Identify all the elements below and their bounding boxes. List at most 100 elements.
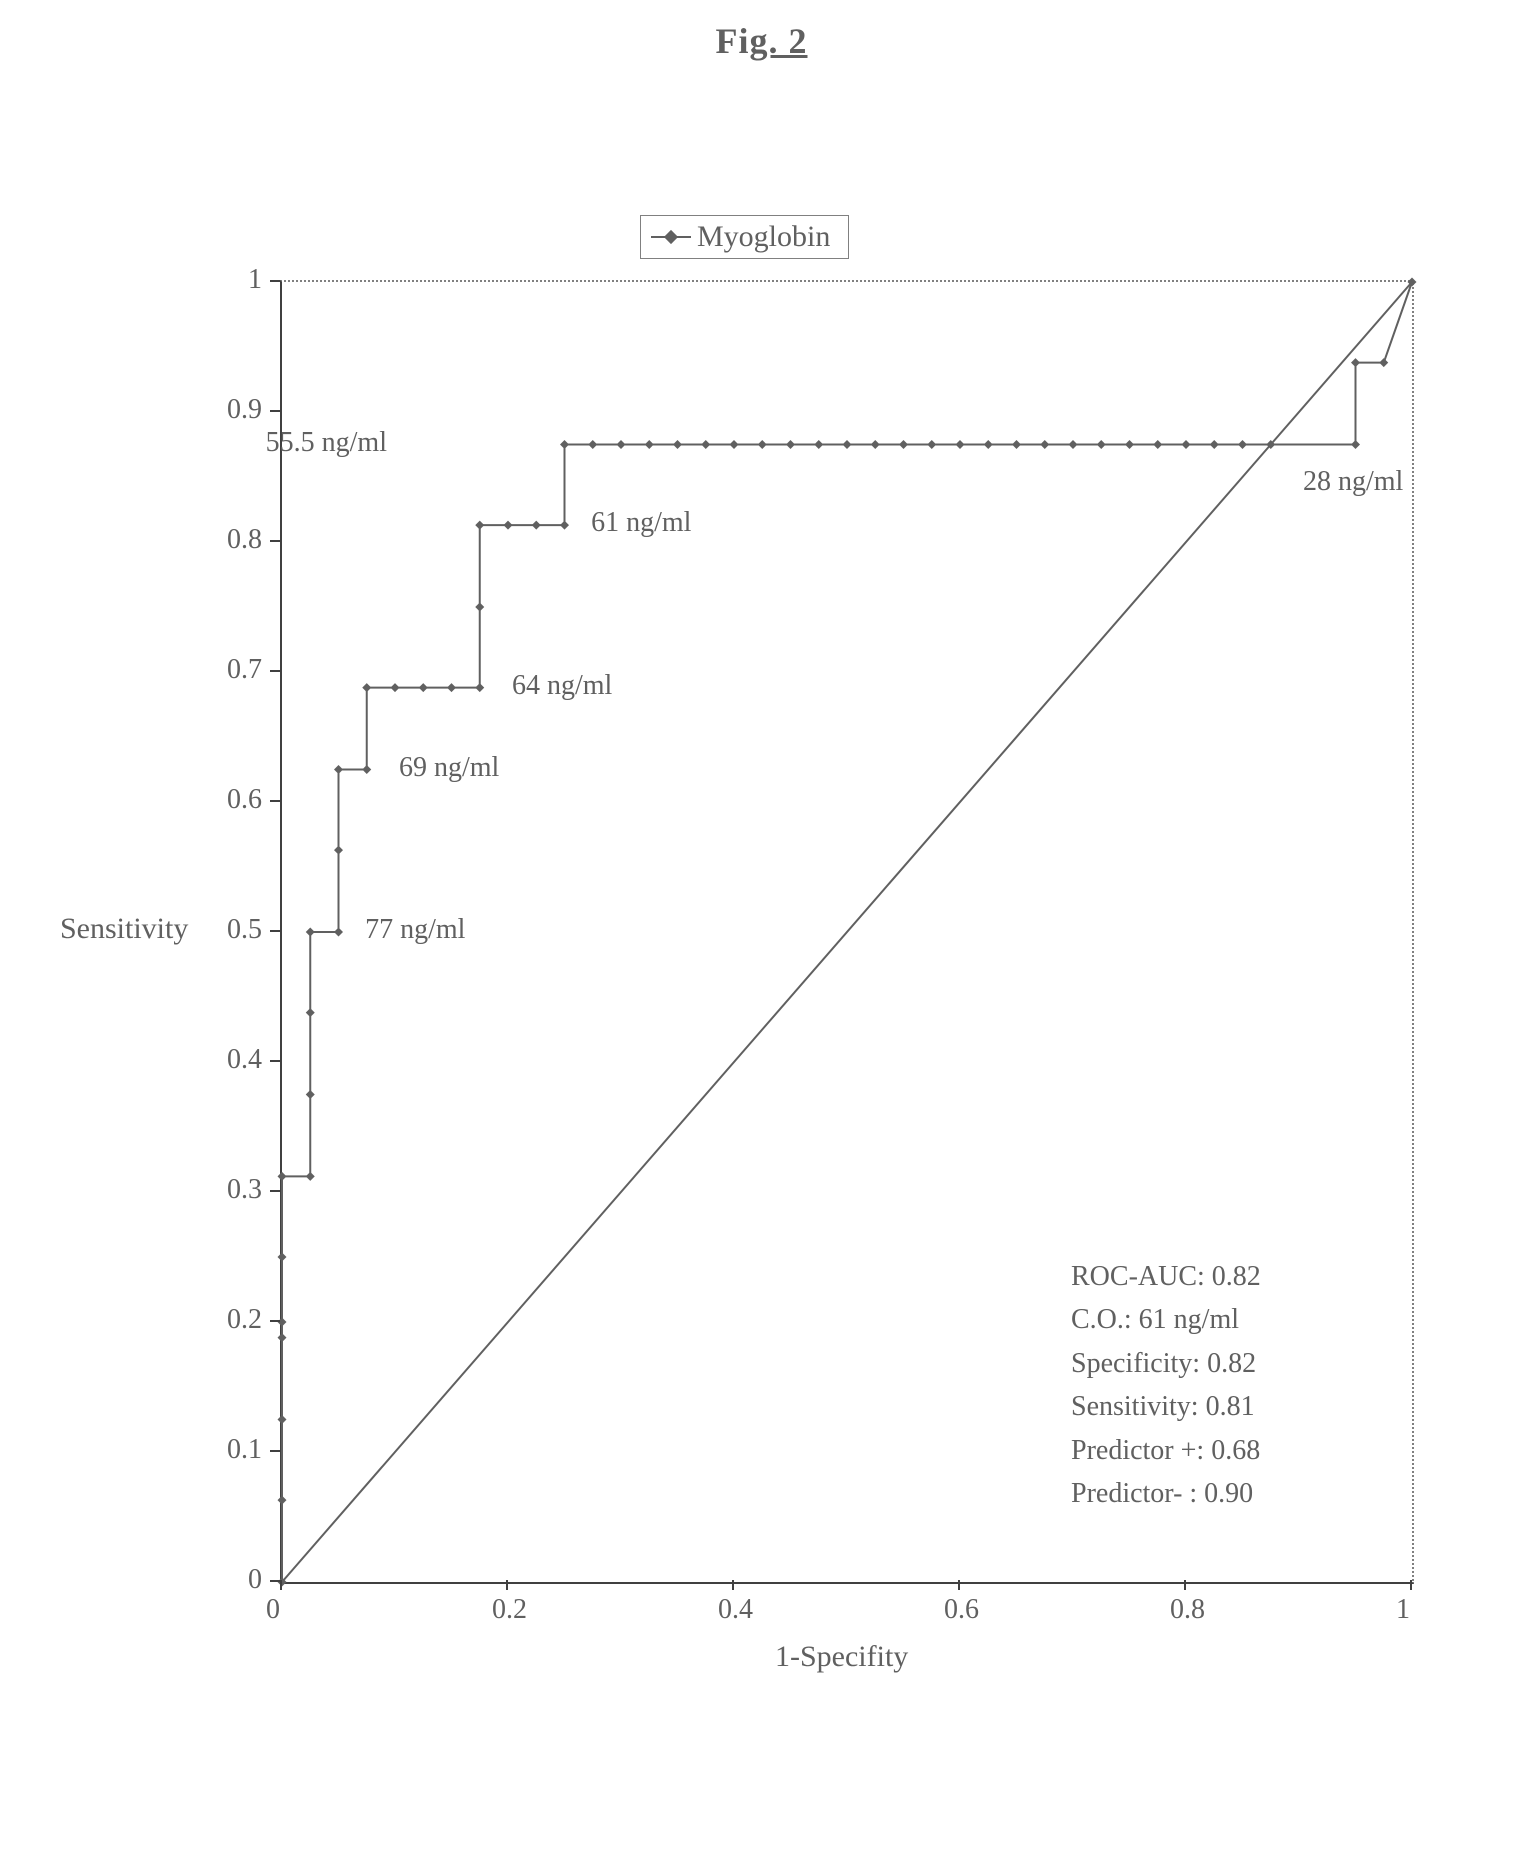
stats-line: Predictor- : 0.90	[1071, 1472, 1261, 1515]
x-tick-mark	[1184, 1580, 1186, 1590]
stats-line: C.O.: 61 ng/ml	[1071, 1298, 1261, 1341]
stats-box: ROC-AUC: 0.82C.O.: 61 ng/mlSpecificity: …	[1071, 1255, 1261, 1515]
y-tick-label: 1	[248, 264, 262, 296]
roc-point-marker	[334, 765, 343, 774]
threshold-annotation: 77 ng/ml	[365, 914, 465, 946]
x-tick-label: 0.8	[1170, 1594, 1205, 1626]
y-tick-mark	[270, 540, 280, 542]
roc-point-marker	[362, 765, 371, 774]
roc-point-marker	[673, 440, 682, 449]
x-axis-label: 1-Specifity	[775, 1640, 908, 1674]
roc-point-marker	[1351, 440, 1360, 449]
roc-point-marker	[899, 440, 908, 449]
roc-point-marker	[278, 1415, 287, 1424]
y-tick-mark	[270, 410, 280, 412]
figure-title-underlined: g. 2	[750, 21, 808, 61]
y-tick-mark	[270, 1450, 280, 1452]
roc-point-marker	[334, 928, 343, 937]
roc-point-marker	[306, 1172, 315, 1181]
roc-point-marker	[1238, 440, 1247, 449]
x-tick-mark	[506, 1580, 508, 1590]
legend-box: Myoglobin	[640, 215, 849, 259]
roc-point-marker	[927, 440, 936, 449]
roc-point-marker	[786, 440, 795, 449]
legend-label: Myoglobin	[697, 220, 830, 254]
roc-point-marker	[617, 440, 626, 449]
y-tick-label: 0.4	[227, 1044, 262, 1076]
y-tick-mark	[270, 930, 280, 932]
stats-line: Specificity: 0.82	[1071, 1342, 1261, 1385]
y-tick-mark	[270, 1190, 280, 1192]
y-tick-mark	[270, 1580, 280, 1582]
roc-point-marker	[560, 440, 569, 449]
roc-point-marker	[1379, 358, 1388, 367]
roc-point-marker	[278, 1333, 287, 1342]
page: Fig. 2 Myoglobin Sensitivity 1-Specifity…	[0, 0, 1523, 1849]
roc-point-marker	[1153, 440, 1162, 449]
roc-point-marker	[758, 440, 767, 449]
roc-point-marker	[419, 683, 428, 692]
x-tick-mark	[280, 1580, 282, 1590]
y-tick-mark	[270, 1320, 280, 1322]
roc-point-marker	[475, 521, 484, 530]
y-tick-label: 0.6	[227, 784, 262, 816]
roc-point-marker	[278, 1253, 287, 1262]
threshold-annotation: 69 ng/ml	[399, 752, 499, 784]
roc-point-marker	[956, 440, 965, 449]
x-tick-label: 0.6	[944, 1594, 979, 1626]
roc-point-marker	[843, 440, 852, 449]
roc-point-marker	[475, 683, 484, 692]
x-tick-label: 0	[266, 1594, 280, 1626]
roc-point-marker	[278, 1496, 287, 1505]
roc-point-marker	[306, 1090, 315, 1099]
roc-point-marker	[362, 683, 371, 692]
x-tick-mark	[958, 1580, 960, 1590]
x-tick-label: 0.2	[492, 1594, 527, 1626]
roc-point-marker	[814, 440, 823, 449]
roc-point-marker	[1040, 440, 1049, 449]
y-tick-mark	[270, 280, 280, 282]
roc-point-marker	[1012, 440, 1021, 449]
threshold-annotation: 28 ng/ml	[1303, 466, 1403, 498]
roc-point-marker	[730, 440, 739, 449]
y-tick-label: 0.3	[227, 1174, 262, 1206]
stats-line: Predictor +: 0.68	[1071, 1429, 1261, 1472]
roc-point-marker	[984, 440, 993, 449]
stats-line: ROC-AUC: 0.82	[1071, 1255, 1261, 1298]
figure-title: Fig. 2	[716, 20, 808, 62]
roc-point-marker	[447, 683, 456, 692]
y-tick-label: 0.7	[227, 654, 262, 686]
roc-point-marker	[504, 521, 513, 530]
roc-point-marker	[1069, 440, 1078, 449]
roc-point-marker	[532, 521, 541, 530]
diamond-marker-icon	[664, 230, 678, 244]
roc-point-marker	[1351, 358, 1360, 367]
roc-point-marker	[1125, 440, 1134, 449]
roc-point-marker	[278, 1318, 287, 1327]
roc-point-marker	[1097, 440, 1106, 449]
y-axis-label: Sensitivity	[60, 912, 188, 946]
y-tick-label: 0.1	[227, 1434, 262, 1466]
roc-point-marker	[871, 440, 880, 449]
x-tick-mark	[732, 1580, 734, 1590]
y-tick-label: 0.2	[227, 1304, 262, 1336]
threshold-annotation: 55.5 ng/ml	[266, 427, 387, 459]
roc-point-marker	[334, 846, 343, 855]
roc-point-marker	[645, 440, 654, 449]
threshold-annotation: 61 ng/ml	[591, 507, 691, 539]
figure-title-prefix: Fi	[716, 21, 750, 61]
y-tick-label: 0	[248, 1564, 262, 1596]
threshold-annotation: 64 ng/ml	[512, 670, 612, 702]
roc-point-marker	[391, 683, 400, 692]
roc-point-marker	[588, 440, 597, 449]
roc-point-marker	[278, 1172, 287, 1181]
roc-point-marker	[306, 928, 315, 937]
roc-point-marker	[701, 440, 710, 449]
y-tick-label: 0.9	[227, 394, 262, 426]
x-tick-label: 1	[1396, 1594, 1410, 1626]
roc-point-marker	[560, 521, 569, 530]
stats-line: Sensitivity: 0.81	[1071, 1385, 1261, 1428]
x-tick-mark	[1410, 1580, 1412, 1590]
y-tick-label: 0.8	[227, 524, 262, 556]
y-tick-mark	[270, 670, 280, 672]
